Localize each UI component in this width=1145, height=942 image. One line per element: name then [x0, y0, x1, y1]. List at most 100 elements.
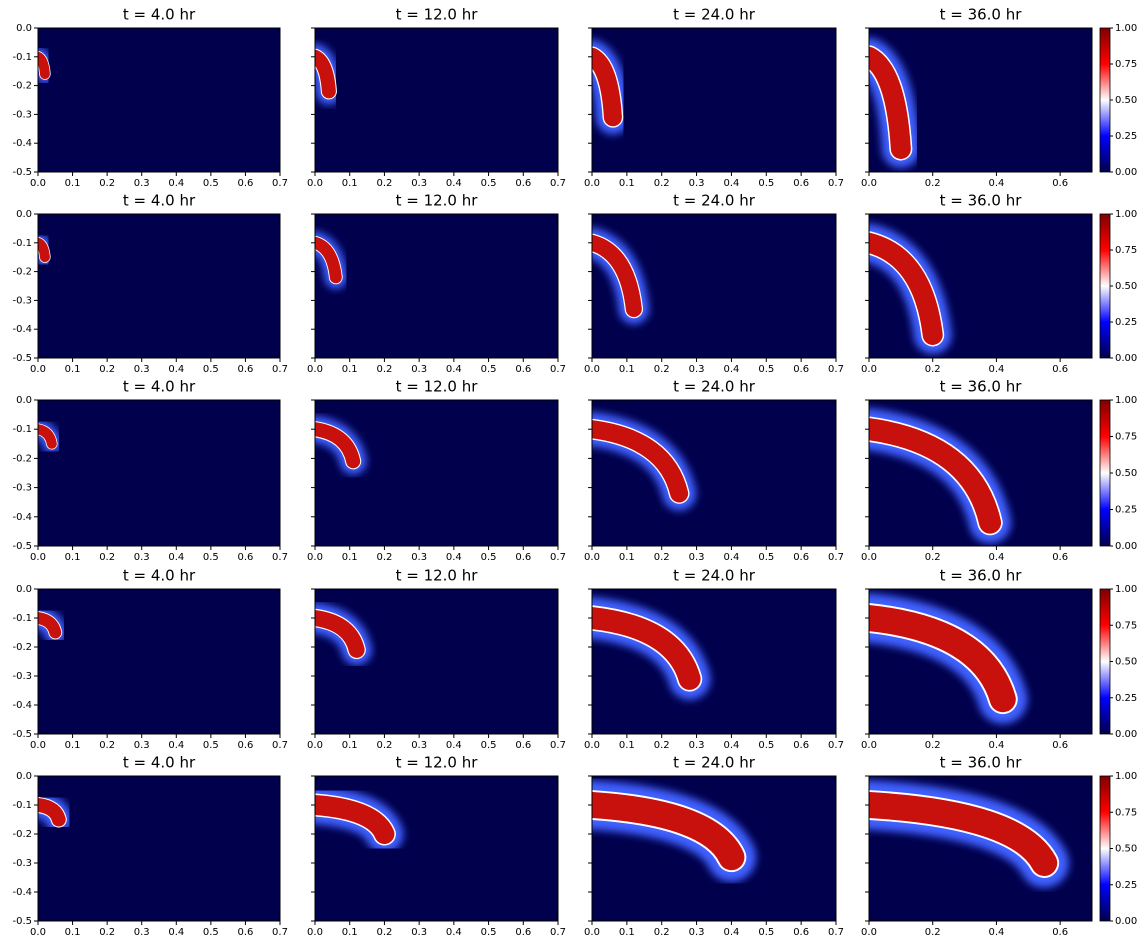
- x-tick-label: 0.5: [203, 552, 219, 563]
- y-tick-label: 0.0: [16, 771, 32, 782]
- y-tick-label: -0.3: [12, 483, 32, 494]
- colorbar-tick-label: 0.00: [1115, 167, 1137, 178]
- x-tick-label: 0.7: [550, 364, 566, 375]
- x-tick-label: 0.0: [30, 740, 46, 751]
- x-tick-label: 0.3: [689, 178, 705, 189]
- x-tick-label: 0.0: [861, 364, 877, 375]
- x-tick-label: 0.2: [925, 740, 941, 751]
- x-tick-label: 0.6: [1052, 364, 1068, 375]
- y-tick-label: -0.1: [12, 52, 32, 63]
- x-tick-label: 0.5: [758, 364, 774, 375]
- x-tick-label: 0.3: [411, 364, 427, 375]
- panel-title: t = 36.0 hr: [940, 192, 1023, 210]
- x-tick-label: 0.5: [481, 364, 497, 375]
- x-tick-label: 0.7: [272, 178, 288, 189]
- plume: [315, 49, 336, 99]
- x-tick-label: 0.7: [272, 552, 288, 563]
- x-tick-label: 0.7: [272, 364, 288, 375]
- plume: [869, 792, 1058, 876]
- colorbar-tick-label: 0.75: [1115, 59, 1137, 70]
- colorbar-tick-label: 1.00: [1115, 23, 1137, 34]
- x-tick-label: 0.7: [828, 552, 844, 563]
- x-tick-label: 0.4: [446, 927, 462, 938]
- x-tick-label: 0.5: [203, 178, 219, 189]
- x-tick-label: 0.1: [619, 927, 635, 938]
- x-tick-label: 0.4: [168, 552, 184, 563]
- heatmap-background: [38, 776, 280, 921]
- x-tick-label: 0.4: [723, 552, 739, 563]
- colorbar-tick-label: 0.25: [1115, 880, 1137, 891]
- x-tick-label: 0.5: [758, 552, 774, 563]
- heatmap-background: [38, 28, 280, 172]
- x-tick-label: 0.1: [65, 364, 81, 375]
- x-tick-label: 0.5: [481, 552, 497, 563]
- heatmap-background: [315, 214, 558, 358]
- heatmap-background: [592, 28, 836, 172]
- x-tick-label: 0.6: [237, 927, 253, 938]
- axes-frame: [37, 775, 281, 922]
- plume: [315, 610, 365, 658]
- axes-frame: [591, 213, 837, 359]
- panel-title: t = 24.0 hr: [673, 378, 756, 396]
- x-tick-label: 0.0: [861, 927, 877, 938]
- x-tick-label: 0.2: [99, 178, 115, 189]
- heatmap-background: [315, 28, 558, 172]
- x-tick-label: 0.7: [550, 740, 566, 751]
- colorbar-tick-label: 0.75: [1115, 432, 1137, 443]
- colorbar-tick-label: 0.75: [1115, 620, 1137, 631]
- x-tick-label: 0.3: [134, 364, 150, 375]
- x-tick-label: 0.1: [65, 552, 81, 563]
- x-tick-label: 0.4: [988, 178, 1004, 189]
- plume: [315, 236, 342, 284]
- x-tick-label: 0.1: [342, 740, 358, 751]
- x-tick-label: 0.6: [793, 178, 809, 189]
- panel-title: t = 4.0 hr: [123, 6, 196, 24]
- plume: [592, 792, 745, 871]
- colorbar-tick-label: 0.50: [1115, 844, 1137, 855]
- plume: [592, 234, 642, 318]
- x-tick-label: 0.7: [272, 927, 288, 938]
- x-tick-label: 0.2: [654, 178, 670, 189]
- panel-title: t = 12.0 hr: [396, 567, 479, 585]
- y-tick-label: -0.1: [12, 424, 32, 435]
- x-tick-label: 0.3: [134, 740, 150, 751]
- x-tick-label: 0.4: [168, 178, 184, 189]
- panel-title: t = 4.0 hr: [123, 754, 196, 772]
- colorbar-tick-label: 0.25: [1115, 505, 1137, 516]
- x-tick-label: 0.0: [584, 552, 600, 563]
- axes-frame: [868, 27, 1093, 173]
- x-tick-label: 0.5: [481, 740, 497, 751]
- x-tick-label: 0.7: [828, 178, 844, 189]
- x-tick-label: 0.3: [411, 927, 427, 938]
- x-tick-label: 0.1: [619, 552, 635, 563]
- y-tick-label: -0.5: [12, 729, 32, 740]
- colorbar-tick-label: 1.00: [1115, 395, 1137, 406]
- x-tick-label: 0.1: [342, 927, 358, 938]
- panel-title: t = 4.0 hr: [123, 378, 196, 396]
- x-tick-label: 0.4: [723, 740, 739, 751]
- axes-frame: [868, 775, 1093, 922]
- colorbar-tick-label: 0.25: [1115, 131, 1137, 142]
- panel-title: t = 24.0 hr: [673, 754, 756, 772]
- colorbar: [1099, 213, 1111, 359]
- y-tick-label: -0.3: [12, 295, 32, 306]
- axes-frame: [591, 27, 837, 173]
- x-tick-label: 0.0: [861, 178, 877, 189]
- x-tick-label: 0.6: [1052, 927, 1068, 938]
- x-tick-label: 0.4: [446, 364, 462, 375]
- x-tick-label: 0.0: [584, 927, 600, 938]
- axes-frame: [591, 588, 837, 735]
- x-tick-label: 0.6: [1052, 740, 1068, 751]
- plume: [38, 424, 57, 449]
- x-tick-label: 0.2: [99, 364, 115, 375]
- x-tick-label: 0.6: [515, 552, 531, 563]
- x-tick-label: 0.2: [925, 552, 941, 563]
- x-tick-label: 0.2: [654, 927, 670, 938]
- x-tick-label: 0.4: [168, 364, 184, 375]
- axes-frame: [591, 775, 837, 922]
- x-tick-label: 0.3: [689, 364, 705, 375]
- x-tick-label: 0.6: [793, 364, 809, 375]
- x-tick-label: 0.6: [515, 178, 531, 189]
- colorbar-tick-label: 0.50: [1115, 468, 1137, 479]
